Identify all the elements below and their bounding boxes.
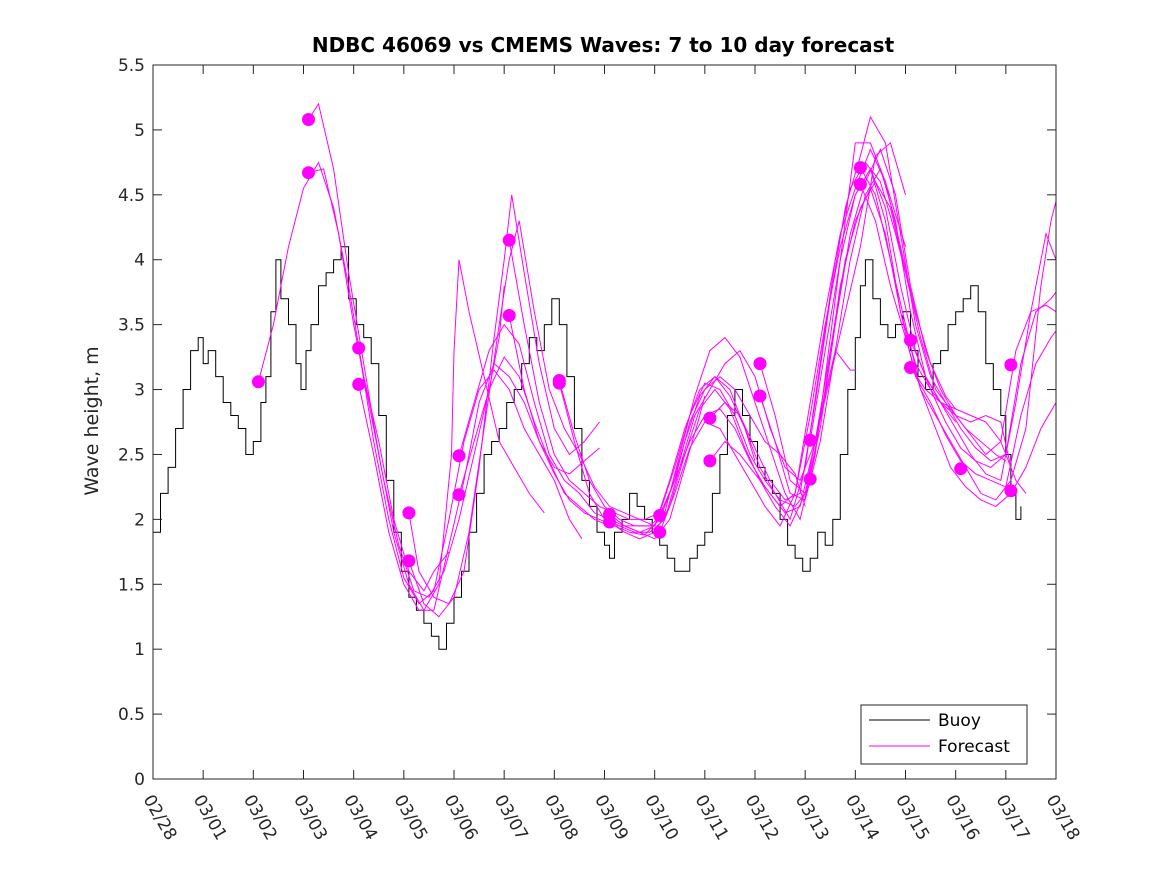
y-axis: 0 0.5 1 1.5 2 2.5 3 3.5 4 4.5 5 5.5	[118, 56, 1056, 790]
y-tick-label: 1.5	[118, 575, 145, 595]
forecast-marker	[703, 454, 717, 468]
forecast-marker	[402, 554, 416, 568]
legend-box	[860, 704, 1028, 765]
forecast-line	[910, 367, 1012, 468]
forecast-marker	[603, 515, 616, 529]
forecast-marker	[502, 309, 516, 322]
forecast-marker	[954, 462, 968, 476]
forecast-marker	[803, 433, 817, 447]
forecast-marker	[452, 449, 466, 463]
forecast-marker	[703, 411, 717, 425]
y-tick-label: 5.5	[118, 56, 145, 76]
forecast-line	[709, 115, 1006, 501]
forecast-marker	[352, 377, 366, 391]
forecast-marker	[1004, 484, 1018, 498]
forecast-line	[558, 142, 906, 533]
forecast-marker	[1004, 358, 1018, 372]
forecast-line	[558, 142, 906, 527]
forecast-line	[458, 323, 706, 540]
y-tick-label: 0.5	[118, 705, 145, 725]
forecast-line	[910, 340, 1027, 494]
forecast-marker	[753, 357, 767, 371]
forecast-marker	[853, 177, 867, 191]
y-tick-label: 4.5	[118, 186, 145, 206]
forecast-marker	[803, 472, 817, 486]
forecast-marker	[251, 375, 265, 389]
forecast-line	[408, 194, 600, 605]
forecast-marker	[904, 361, 917, 374]
forecast-marker	[552, 376, 566, 390]
y-tick-label: 3	[134, 381, 145, 401]
y-axis-label: Wave height, m	[81, 346, 103, 495]
forecast-marker	[452, 488, 466, 502]
forecast-marker	[502, 233, 516, 247]
forecast-line	[408, 220, 655, 618]
forecast-line	[759, 148, 1057, 495]
y-tick-label: 3.5	[118, 316, 145, 336]
plot-area	[152, 64, 1057, 780]
forecast-marker	[352, 341, 366, 355]
forecast-line	[859, 184, 1057, 507]
forecast-marker	[753, 389, 767, 403]
y-tick-label: 0	[134, 770, 145, 790]
forecast-line	[257, 161, 450, 592]
forecast-line	[308, 168, 505, 598]
forecast-marker	[904, 333, 917, 347]
y-tick-label: 1	[134, 640, 145, 660]
y-tick-label: 4	[134, 251, 145, 271]
legend-forecast-label: Forecast	[938, 737, 1010, 757]
legend: Buoy Forecast	[860, 704, 1028, 765]
forecast-marker	[302, 166, 315, 180]
forecast-marker	[402, 506, 416, 520]
chart-title: NDBC 46069 vs CMEMS Waves: 7 to 10 day f…	[312, 33, 895, 57]
forecast-marker	[653, 509, 667, 522]
forecast-line	[809, 186, 1057, 488]
plot-area-background	[153, 65, 1056, 779]
forecast-marker	[302, 113, 315, 126]
forecast-marker	[853, 161, 867, 175]
forecast-line	[308, 102, 545, 612]
forecast-marker-layer	[251, 113, 1018, 568]
forecast-line	[358, 362, 600, 611]
legend-buoy-label: Buoy	[938, 711, 981, 731]
y-tick-label: 2	[134, 510, 145, 530]
forecast-line	[809, 167, 1057, 468]
y-tick-label: 5	[134, 121, 145, 141]
forecast-marker	[653, 525, 667, 539]
forecast-line	[358, 347, 583, 605]
y-tick-label: 2.5	[118, 445, 145, 465]
